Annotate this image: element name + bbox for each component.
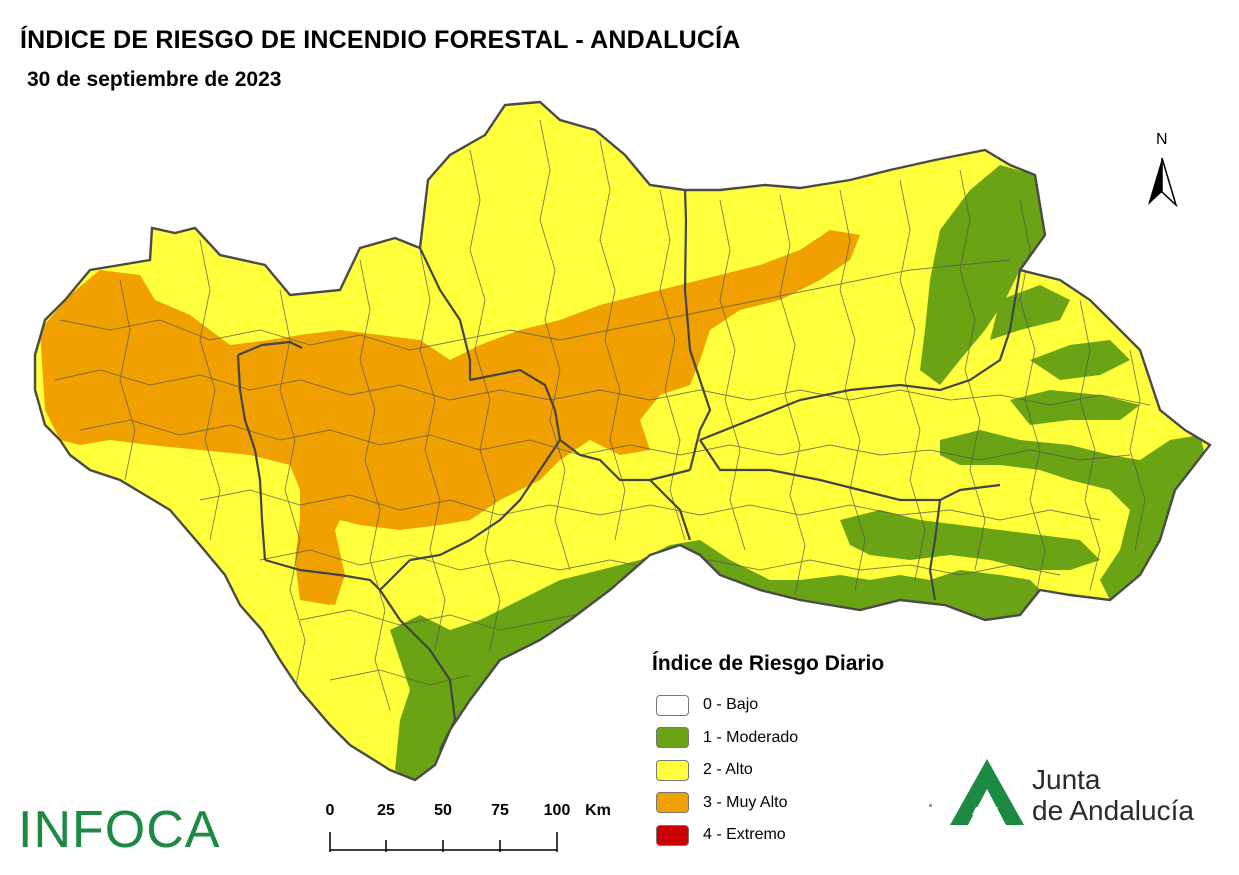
scale-label: 0 bbox=[325, 802, 335, 819]
province-boundaries bbox=[236, 189, 1022, 751]
legend-swatch bbox=[656, 792, 689, 814]
map-date: 30 de septiembre de 2023 bbox=[27, 68, 282, 91]
separator-dot bbox=[929, 804, 932, 807]
north-label: N bbox=[1156, 131, 1168, 148]
legend-title: Índice de Riesgo Diario bbox=[652, 652, 885, 675]
legend-item-extremo: 4 - Extremo bbox=[652, 819, 884, 852]
legend-item-alto: 2 - Alto bbox=[652, 754, 884, 787]
legend-item-moderado: 1 - Moderado bbox=[652, 722, 884, 755]
legend-swatch bbox=[656, 824, 689, 846]
legend-item-bajo: 0 - Bajo bbox=[652, 689, 884, 722]
map-title: ÍNDICE DE RIESGO DE INCENDIO FORESTAL - … bbox=[20, 26, 741, 54]
municipal-boundaries bbox=[54, 119, 1151, 711]
region-muy-alto bbox=[40, 230, 860, 605]
scale-label: 75 bbox=[491, 802, 509, 819]
legend-label: 3 - Muy Alto bbox=[703, 793, 788, 811]
legend-swatch bbox=[656, 759, 689, 781]
scale-label: 50 bbox=[434, 802, 452, 819]
junta-andalucia-wordmark: Junta de Andalucía bbox=[1032, 764, 1194, 826]
andalucia-border bbox=[33, 100, 1212, 782]
legend-label: 1 - Moderado bbox=[703, 728, 799, 746]
junta-andalucia-logo-icon bbox=[950, 759, 1024, 825]
legend: Índice de Riesgo Diario 0 - Bajo 1 - Mod… bbox=[652, 652, 884, 852]
north-arrow-icon bbox=[1148, 157, 1178, 208]
infoca-logo: INFOCA bbox=[18, 801, 221, 859]
junta-line-2: de Andalucía bbox=[1032, 795, 1194, 826]
legend-label: 4 - Extremo bbox=[703, 826, 786, 844]
scale-label: 25 bbox=[377, 802, 395, 819]
legend-label: 2 - Alto bbox=[703, 761, 753, 779]
legend-swatch bbox=[656, 727, 689, 749]
junta-line-1: Junta bbox=[1032, 764, 1101, 795]
scale-bar bbox=[329, 832, 558, 852]
scale-unit: Km bbox=[585, 802, 611, 819]
legend-swatch bbox=[656, 694, 689, 716]
legend-item-muy-alto: 3 - Muy Alto bbox=[652, 787, 884, 820]
scale-label: 100 bbox=[543, 802, 571, 819]
legend-label: 0 - Bajo bbox=[703, 696, 759, 714]
